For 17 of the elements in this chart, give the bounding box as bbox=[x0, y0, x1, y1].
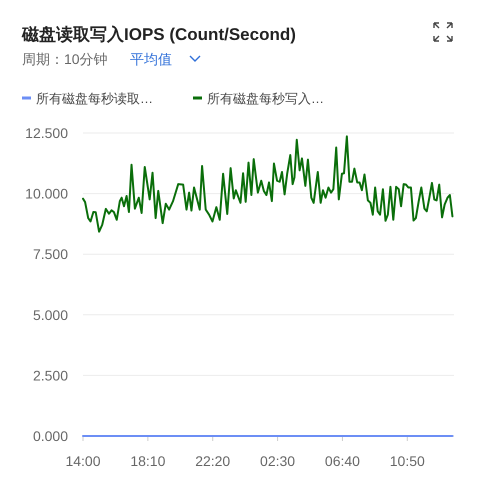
chart-title: 磁盘读取写入IOPS (Count/Second) bbox=[21, 25, 296, 44]
y-tick-label: 2.500 bbox=[32, 367, 68, 384]
x-tick-label: 06:40 bbox=[324, 453, 360, 469]
y-tick-label: 10.000 bbox=[25, 186, 68, 202]
x-tick-label: 14:00 bbox=[65, 453, 101, 469]
legend-label: 所有磁盘每秒写入… bbox=[207, 91, 324, 106]
y-tick-label: 5.000 bbox=[32, 306, 68, 323]
y-tick-label: 7.500 bbox=[32, 246, 68, 262]
chart-subtitle: 周期：10分钟 bbox=[22, 51, 108, 67]
x-tick-label: 02:30 bbox=[260, 453, 296, 469]
text: 平均值 bbox=[130, 51, 172, 67]
legend-label: 所有磁盘每秒读取… bbox=[36, 91, 153, 106]
x-tick-label: 22:20 bbox=[195, 453, 230, 469]
y-tick-label: 12.500 bbox=[25, 125, 68, 141]
x-tick-label: 10:50 bbox=[390, 453, 426, 469]
x-tick-label: 18:10 bbox=[130, 453, 166, 469]
y-tick-label: 0.000 bbox=[32, 428, 68, 444]
